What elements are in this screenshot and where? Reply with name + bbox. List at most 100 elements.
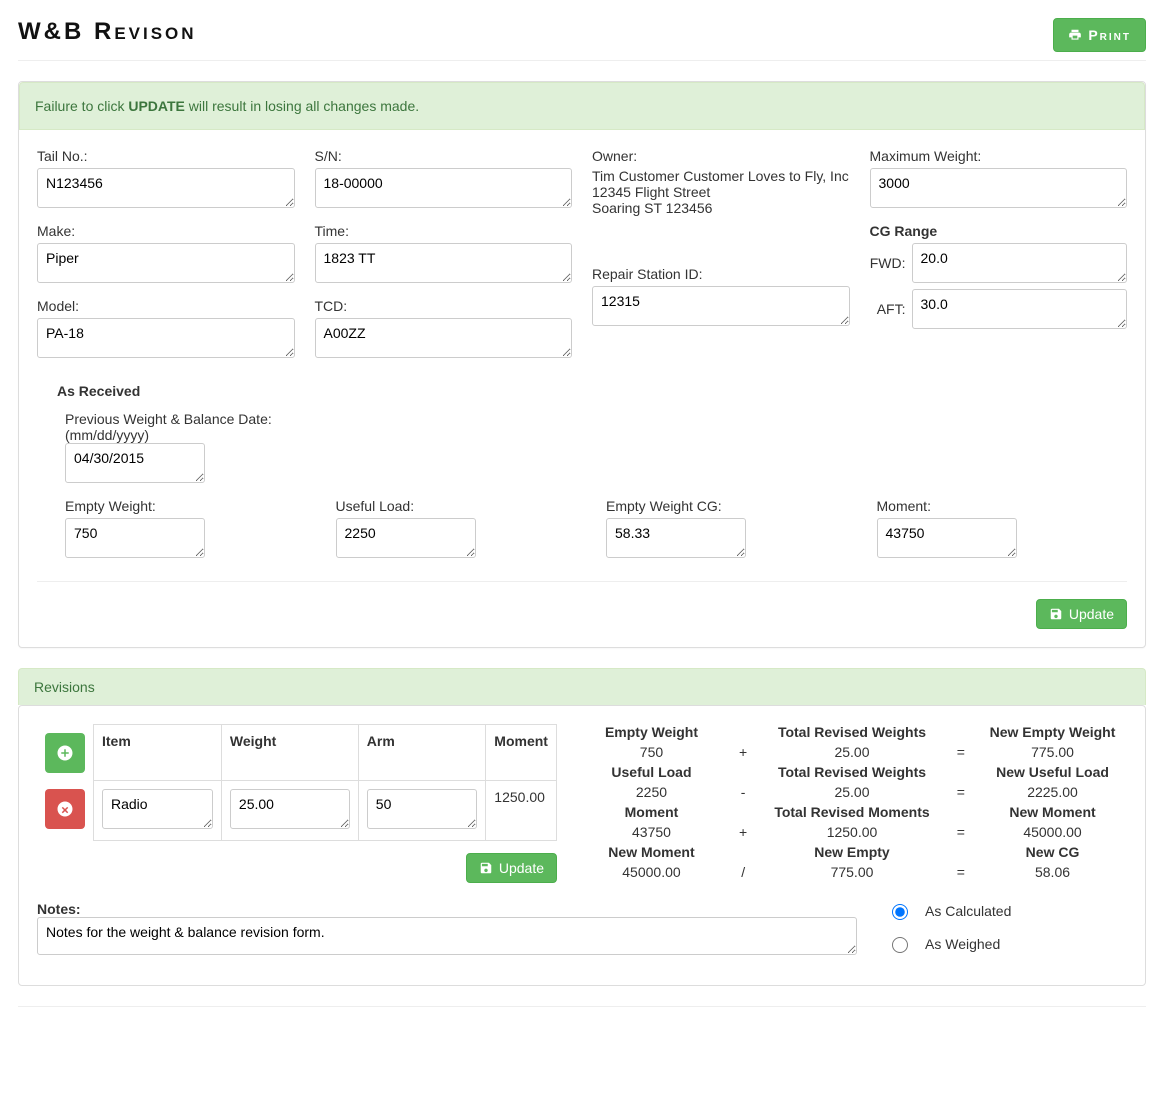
moment-label: Moment: <box>877 498 1128 514</box>
update-main-button[interactable]: Update <box>1036 599 1127 629</box>
calc-summary: Empty Weight Total Revised Weights New E… <box>577 724 1127 880</box>
tcd-label: TCD: <box>315 298 573 314</box>
calc-r2h2: New Useful Load <box>978 764 1127 780</box>
calc-r1h0: Empty Weight <box>577 724 726 740</box>
col-moment: Moment <box>486 725 557 781</box>
calc-r3h1: Total Revised Moments <box>760 804 943 820</box>
model-label: Model: <box>37 298 295 314</box>
calc-r2v3: = <box>944 784 978 800</box>
as-calculated-label: As Calculated <box>925 903 1011 919</box>
print-button-label: Print <box>1088 27 1131 43</box>
calc-r3v2: 1250.00 <box>760 824 943 840</box>
x-circle-icon <box>56 800 74 818</box>
owner-addr1: 12345 Flight Street <box>592 184 850 200</box>
save-icon <box>1049 607 1063 621</box>
calc-r1v4: 775.00 <box>978 744 1127 760</box>
alert-post: will result in losing all changes made. <box>185 98 419 114</box>
calc-r4h2: New CG <box>978 844 1127 860</box>
col-arm: Arm <box>358 725 486 781</box>
calc-r4v3: = <box>944 864 978 880</box>
table-row: 1250.00 <box>37 781 557 841</box>
time-label: Time: <box>315 223 573 239</box>
cg-aft-label: AFT: <box>870 301 906 317</box>
calc-r1v3: = <box>944 744 978 760</box>
plus-circle-icon <box>56 744 74 762</box>
save-icon <box>479 861 493 875</box>
warning-alert: Failure to click UPDATE will result in l… <box>19 82 1145 130</box>
add-revision-button[interactable] <box>45 733 85 773</box>
calc-r3v1: + <box>726 824 760 840</box>
col-weight: Weight <box>221 725 358 781</box>
row-moment-value: 1250.00 <box>486 781 557 841</box>
update-main-label: Update <box>1069 606 1114 622</box>
calc-r4h0: New Moment <box>577 844 726 860</box>
prev-date-hint: (mm/dd/yyyy) <box>65 427 315 443</box>
calc-r2h0: Useful Load <box>577 764 726 780</box>
cg-range-label: CG Range <box>870 223 1128 239</box>
col-item: Item <box>94 725 222 781</box>
calc-r2h1: Total Revised Weights <box>760 764 943 780</box>
cg-fwd-input[interactable] <box>912 243 1128 283</box>
prev-date-input[interactable] <box>65 443 205 483</box>
print-button[interactable]: Print <box>1053 18 1146 52</box>
moment-input[interactable] <box>877 518 1017 558</box>
max-weight-input[interactable] <box>870 168 1128 208</box>
make-label: Make: <box>37 223 295 239</box>
make-input[interactable] <box>37 243 295 283</box>
calc-r1v0: 750 <box>577 744 726 760</box>
sn-input[interactable] <box>315 168 573 208</box>
calc-r3h0: Moment <box>577 804 726 820</box>
update-revisions-button[interactable]: Update <box>466 853 557 883</box>
update-revisions-label: Update <box>499 860 544 876</box>
calc-r4v4: 58.06 <box>978 864 1127 880</box>
main-panel: Failure to click UPDATE will result in l… <box>18 81 1146 648</box>
notes-input[interactable] <box>37 917 857 955</box>
owner-label: Owner: <box>592 148 850 164</box>
useful-load-input[interactable] <box>336 518 476 558</box>
calc-r3v3: = <box>944 824 978 840</box>
calc-r3v0: 43750 <box>577 824 726 840</box>
calc-r2v1: - <box>726 784 760 800</box>
alert-pre: Failure to click <box>35 98 128 114</box>
empty-cg-label: Empty Weight CG: <box>606 498 857 514</box>
as-weighed-radio[interactable] <box>892 937 908 953</box>
calc-r2v2: 25.00 <box>760 784 943 800</box>
row-weight-input[interactable] <box>230 789 350 829</box>
notes-label: Notes: <box>37 901 81 917</box>
useful-load-label: Useful Load: <box>336 498 587 514</box>
time-input[interactable] <box>315 243 573 283</box>
calc-r4v0: 45000.00 <box>577 864 726 880</box>
calc-r1h2: New Empty Weight <box>978 724 1127 740</box>
calc-r1h1: Total Revised Weights <box>760 724 943 740</box>
print-icon <box>1068 28 1082 42</box>
sn-label: S/N: <box>315 148 573 164</box>
cg-fwd-label: FWD: <box>870 255 906 271</box>
as-received-title: As Received <box>57 383 1127 399</box>
calc-r2v0: 2250 <box>577 784 726 800</box>
repair-station-input[interactable] <box>592 286 850 326</box>
calc-r3h2: New Moment <box>978 804 1127 820</box>
calc-r1v1: + <box>726 744 760 760</box>
alert-bold: UPDATE <box>128 98 185 114</box>
row-item-input[interactable] <box>102 789 213 829</box>
row-arm-input[interactable] <box>367 789 478 829</box>
tail-no-input[interactable] <box>37 168 295 208</box>
calc-r2v4: 2225.00 <box>978 784 1127 800</box>
calc-r4h1: New Empty <box>760 844 943 860</box>
tcd-input[interactable] <box>315 318 573 358</box>
revisions-table: Item Weight Arm Moment <box>37 724 557 841</box>
as-weighed-label: As Weighed <box>925 936 1000 952</box>
delete-revision-button[interactable] <box>45 789 85 829</box>
as-calculated-radio[interactable] <box>892 904 908 920</box>
calc-r1v2: 25.00 <box>760 744 943 760</box>
cg-aft-input[interactable] <box>912 289 1128 329</box>
prev-date-label: Previous Weight & Balance Date: <box>65 411 315 427</box>
max-weight-label: Maximum Weight: <box>870 148 1128 164</box>
calc-r4v2: 775.00 <box>760 864 943 880</box>
empty-cg-input[interactable] <box>606 518 746 558</box>
model-input[interactable] <box>37 318 295 358</box>
owner-name: Tim Customer Customer Loves to Fly, Inc <box>592 168 850 184</box>
page-title: W&B Revison <box>18 18 197 46</box>
tail-no-label: Tail No.: <box>37 148 295 164</box>
empty-weight-input[interactable] <box>65 518 205 558</box>
